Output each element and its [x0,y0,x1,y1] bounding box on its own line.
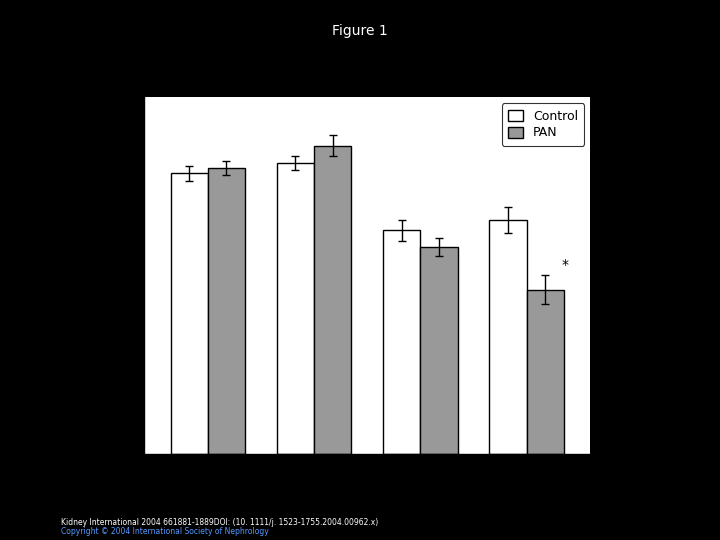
Text: Time after treatment,: Time after treatment, [212,492,367,507]
Y-axis label: Absorbance: Absorbance [96,234,109,316]
Bar [277,163,314,454]
Bar [420,247,457,454]
Text: Figure 1: Figure 1 [332,24,388,38]
Bar [526,289,564,454]
Bar [171,173,208,454]
Bar [314,146,351,454]
Bar [208,168,245,454]
Text: *: * [561,258,568,272]
Text: days: days [367,492,400,507]
Text: Kidney International 2004 661881-1889DOI: (10. 1111/j. 1523-1755.2004.00962.x): Kidney International 2004 661881-1889DOI… [61,518,379,528]
Bar [383,231,420,454]
Bar [490,220,526,454]
Text: Copyright © 2004 International Society of Nephrology: Copyright © 2004 International Society o… [61,527,269,536]
Legend: Control, PAN: Control, PAN [502,104,584,146]
